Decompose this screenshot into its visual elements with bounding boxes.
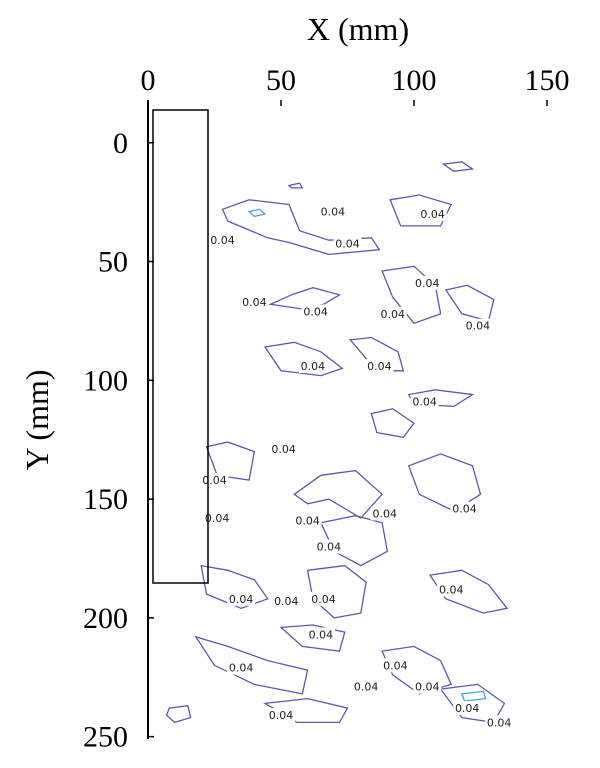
- contour-label: 0.04: [439, 583, 464, 596]
- contour-line: [370, 408, 415, 439]
- contour-label: 0.04: [269, 709, 294, 722]
- contour-line: [441, 161, 475, 172]
- contour-label-bg: [453, 701, 482, 716]
- contour-label-bg: [272, 594, 301, 609]
- contour-label-bg: [485, 715, 514, 730]
- contour-label-bg: [463, 318, 492, 333]
- contour-line: [279, 624, 346, 652]
- contour-label-bg: [208, 233, 237, 248]
- contour-label-bg: [437, 582, 466, 597]
- contour-label-bg: [365, 359, 394, 374]
- y-tick-label: 0: [113, 127, 128, 160]
- contour-label: 0.04: [274, 595, 299, 608]
- contour-label: 0.04: [487, 716, 512, 729]
- contour-label: 0.04: [295, 514, 320, 527]
- y-tick-label: 150: [83, 483, 128, 516]
- contour-line: [381, 265, 442, 325]
- y-tick-label: 250: [83, 721, 128, 754]
- contour-label: 0.04: [202, 474, 227, 487]
- contour-line: [287, 182, 304, 189]
- contour-label-bg: [352, 679, 381, 694]
- contour-label: 0.04: [415, 277, 440, 290]
- contour-label-bg: [410, 394, 439, 409]
- contour-line: [428, 569, 509, 614]
- contour-label-bg: [309, 591, 338, 606]
- contour-label: 0.04: [242, 296, 267, 309]
- contour-label-bg: [378, 306, 407, 321]
- y-tick-label: 200: [83, 602, 128, 635]
- y-tick-label: 50: [98, 246, 128, 279]
- contour-line: [381, 645, 453, 695]
- contour-label: 0.04: [466, 320, 491, 333]
- contour-label: 0.04: [452, 503, 477, 516]
- contour-label: 0.04: [383, 659, 408, 672]
- contour-label-bg: [318, 204, 347, 219]
- contour-label-bg: [314, 539, 343, 554]
- contour-line: [205, 441, 256, 481]
- contour-line: [247, 208, 267, 218]
- contour-label: 0.04: [301, 360, 326, 373]
- contour-label-bg: [418, 207, 447, 222]
- contour-line: [407, 453, 482, 512]
- x-tick-label: 50: [266, 64, 296, 97]
- contour-label: 0.04: [420, 208, 445, 221]
- contour-label: 0.04: [309, 628, 334, 641]
- contour-label: 0.04: [367, 360, 392, 373]
- contour-label-bg: [381, 658, 410, 673]
- contour-line: [293, 469, 384, 519]
- contour-line: [165, 704, 192, 724]
- contour-line: [461, 690, 487, 702]
- specimen-rectangle: [152, 109, 209, 584]
- x-axis-label: X (mm): [307, 11, 409, 47]
- contour-label: 0.04: [205, 512, 230, 525]
- contour-label-bg: [301, 304, 330, 319]
- contour-label-bg: [413, 275, 442, 290]
- contour-label: 0.04: [380, 308, 405, 321]
- contour-label: 0.04: [271, 443, 296, 456]
- contour-line: [194, 635, 309, 695]
- contour-label-bg: [227, 660, 256, 675]
- contour-label: 0.04: [303, 305, 328, 318]
- contour-label: 0.04: [412, 396, 437, 409]
- contour-label-bg: [293, 513, 322, 528]
- contour-line: [444, 284, 495, 322]
- contour-label-bg: [298, 359, 327, 374]
- contour-label: 0.04: [229, 593, 254, 606]
- contour-label-bg: [450, 501, 479, 516]
- contour-label-bg: [413, 679, 442, 694]
- contour-line: [268, 287, 342, 310]
- contour-label-bg: [267, 708, 295, 723]
- contour-label-bg: [333, 236, 362, 251]
- contour-label-bg: [370, 506, 399, 521]
- x-tick-label: 150: [525, 64, 570, 97]
- contour-line: [200, 564, 269, 609]
- contour-label: 0.04: [354, 681, 379, 694]
- contour-label-bg: [203, 511, 232, 526]
- contour-label-bg: [227, 591, 256, 606]
- contour-label-bg: [240, 294, 269, 309]
- contour-label: 0.04: [321, 206, 346, 219]
- contour-label: 0.04: [229, 662, 254, 675]
- contour-label-bg: [269, 442, 298, 457]
- contour-line: [221, 199, 381, 256]
- contour-label: 0.04: [311, 593, 336, 606]
- contour-label-bg: [306, 627, 335, 642]
- contour-line: [263, 341, 344, 377]
- y-axis-label: Y (mm): [19, 369, 55, 470]
- contour-label: 0.04: [335, 238, 360, 251]
- contour-label: 0.04: [372, 507, 397, 520]
- x-tick-label: 0: [141, 64, 156, 97]
- contour-label: 0.04: [317, 541, 342, 554]
- x-tick-label: 100: [392, 64, 437, 97]
- y-tick-label: 100: [83, 364, 128, 397]
- contour-label: 0.04: [210, 234, 235, 247]
- contour-label: 0.04: [415, 681, 440, 694]
- contour-label: 0.04: [455, 702, 480, 715]
